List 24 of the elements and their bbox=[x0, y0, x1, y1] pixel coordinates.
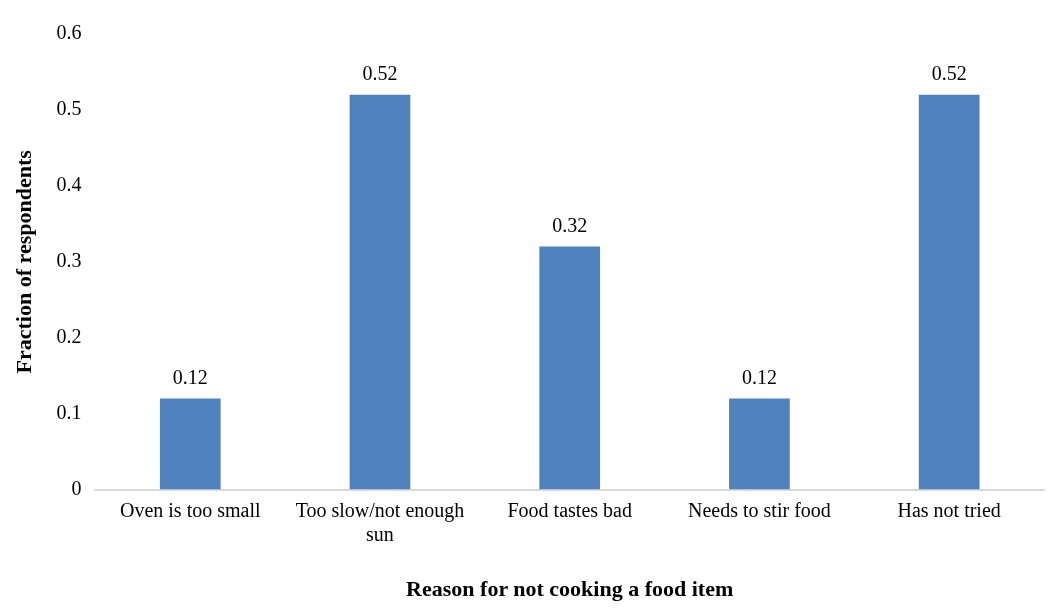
data-label: 0.12 bbox=[172, 365, 208, 388]
bar bbox=[349, 94, 411, 490]
data-label: 0.52 bbox=[931, 62, 967, 84]
y-tick-label: 0.2 bbox=[56, 324, 82, 347]
y-tick-label: 0.5 bbox=[56, 97, 82, 120]
bar bbox=[729, 398, 790, 490]
y-axis-title: Fraction of respondents bbox=[10, 149, 36, 374]
y-tick-label: 0.6 bbox=[56, 21, 82, 44]
y-tick-label: 0 bbox=[71, 476, 82, 499]
x-tick-label: Needs to stir food bbox=[688, 498, 831, 521]
bar bbox=[539, 246, 601, 490]
bar bbox=[918, 94, 980, 490]
bar bbox=[159, 398, 221, 490]
x-tick-label: Too slow/not enough sun bbox=[295, 498, 465, 545]
data-label: 0.12 bbox=[741, 365, 777, 388]
x-tick-label: Has not tried bbox=[897, 498, 1001, 521]
x-tick-label: Food tastes bad bbox=[507, 498, 632, 521]
data-label: 0.32 bbox=[552, 213, 588, 236]
y-tick-label: 0.3 bbox=[56, 249, 82, 272]
y-tick-label: 0.4 bbox=[56, 173, 82, 196]
y-tick-label: 0.1 bbox=[56, 400, 82, 423]
x-tick-label: Oven is too small bbox=[119, 498, 261, 521]
x-axis-title: Reason for not cooking a food item bbox=[406, 576, 734, 602]
data-label: 0.52 bbox=[362, 62, 398, 84]
